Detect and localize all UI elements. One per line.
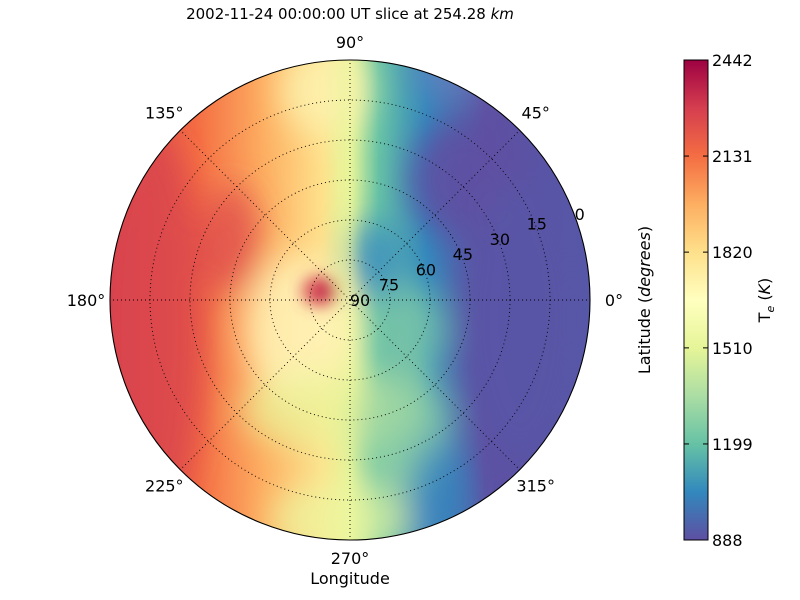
radial-tick-label: 60 (416, 260, 436, 279)
x-axis-label: Longitude (310, 569, 390, 588)
angular-tick-label: 225° (145, 477, 184, 496)
grid-spoke (179, 299, 351, 471)
colorbar-tick-label: 1199 (712, 435, 753, 454)
colorbar-gradient (683, 59, 709, 541)
colorbar-tick-label: 888 (712, 531, 743, 550)
angular-tick-label: 90° (336, 33, 364, 52)
radial-tick-label: 0 (575, 205, 585, 224)
grid-spoke (349, 299, 521, 471)
grid-spoke (179, 129, 351, 301)
radial-tick-label: 75 (379, 276, 399, 295)
angular-tick-label: 315° (516, 477, 555, 496)
angular-tick-label: 135° (145, 103, 184, 122)
colorbar-tick-label: 2442 (712, 51, 753, 70)
colorbar-tick-label: 1820 (712, 243, 753, 262)
colorbar-tick-label: 2131 (712, 147, 753, 166)
radial-tick-label: 30 (490, 230, 510, 249)
radial-tick-label: 45 (453, 245, 473, 264)
angular-tick-label: 45° (522, 103, 550, 122)
radial-tick-label: 15 (527, 214, 547, 233)
colorbar: 888 1199 1510 1820 2131 2442 Te (K) (683, 51, 777, 550)
angular-tick-label: 270° (331, 549, 370, 568)
colorbar-label: Te (K) (755, 278, 777, 324)
y-axis-label: Latitude (degrees) (635, 226, 654, 374)
angular-tick-label: 0° (605, 291, 623, 310)
radial-tick-label: 90 (350, 291, 370, 310)
grid-spoke (349, 129, 521, 301)
angular-tick-label: 180° (67, 291, 106, 310)
colorbar-tick-label: 1510 (712, 339, 753, 358)
polar-frame (109, 59, 591, 541)
chart-title: 2002-11-24 00:00:00 UT slice at 254.28 k… (186, 5, 514, 23)
polar-grid (110, 60, 590, 540)
